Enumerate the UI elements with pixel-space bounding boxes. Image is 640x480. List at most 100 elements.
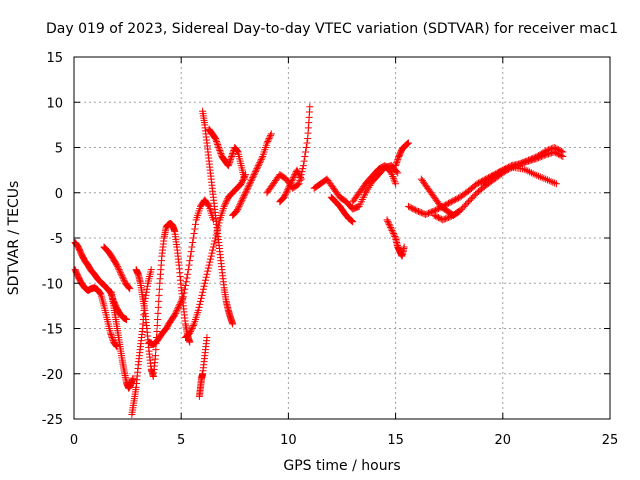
data-point [173, 306, 181, 314]
data-point [456, 207, 464, 215]
data-point [391, 178, 399, 186]
data-point [289, 175, 297, 183]
data-point [453, 195, 461, 203]
data-point [249, 174, 257, 182]
data-point [389, 228, 397, 236]
data-point [226, 157, 234, 165]
y-tick-label: -5 [50, 232, 63, 247]
data-point [212, 134, 220, 142]
data-point [287, 180, 295, 188]
data-point [189, 234, 197, 242]
x-axis-title: GPS time / hours [283, 458, 400, 474]
data-point [286, 181, 294, 189]
data-point [517, 159, 525, 167]
series-track-4 [128, 266, 155, 418]
data-point [529, 170, 537, 178]
data-point [240, 175, 248, 183]
data-point [469, 193, 477, 201]
data-point [227, 154, 235, 162]
series-track-5 [100, 243, 134, 293]
data-point [347, 217, 355, 225]
data-point [129, 374, 137, 382]
data-point [189, 321, 197, 329]
x-tick-label: 25 [602, 433, 619, 448]
data-point [416, 208, 424, 216]
data-point [555, 146, 563, 154]
data-point [303, 139, 311, 147]
data-point [181, 285, 189, 293]
data-point [257, 156, 265, 164]
data-point [238, 196, 246, 204]
data-point [295, 171, 303, 179]
data-point [235, 202, 243, 210]
data-point [155, 297, 163, 305]
data-point [119, 273, 127, 281]
data-point [552, 180, 560, 188]
data-point [392, 180, 400, 188]
data-point [247, 177, 255, 185]
data-point [108, 332, 116, 340]
data-point [553, 145, 561, 153]
data-point [537, 150, 545, 158]
data-point [531, 171, 539, 179]
data-point [349, 218, 357, 226]
data-point [264, 137, 272, 145]
data-point [533, 153, 541, 161]
data-point [363, 187, 371, 195]
data-point [302, 144, 310, 151]
data-point [387, 169, 395, 177]
data-point [229, 150, 237, 158]
data-point [191, 220, 199, 228]
data-point [225, 159, 233, 167]
y-tick-label: -25 [42, 413, 63, 428]
data-point [386, 222, 394, 230]
data-point [199, 285, 207, 293]
series-track-22 [417, 175, 464, 219]
data-point [151, 352, 159, 360]
data-point [267, 130, 275, 138]
data-point [389, 174, 397, 182]
data-point [210, 133, 218, 141]
data-point [125, 284, 133, 292]
data-point [221, 201, 229, 209]
data-point [535, 172, 543, 180]
data-point [412, 206, 420, 214]
data-point [244, 184, 252, 192]
data-point [406, 203, 414, 211]
data-point [413, 207, 421, 215]
data-point [365, 183, 373, 191]
data-point [481, 177, 489, 185]
data-point [217, 150, 225, 158]
data-point [228, 153, 236, 161]
data-point [241, 190, 249, 198]
data-point [492, 170, 500, 178]
data-point [559, 148, 567, 156]
data-point [542, 175, 550, 183]
data-point [236, 201, 244, 209]
data-point [546, 145, 554, 153]
data-point [532, 153, 540, 161]
data-point [252, 166, 260, 174]
data-point [282, 190, 290, 198]
data-point [477, 180, 485, 188]
data-point [543, 176, 551, 184]
data-point [423, 210, 431, 218]
data-point [201, 276, 209, 284]
data-point [176, 299, 184, 307]
data-point [466, 196, 474, 204]
data-point [432, 206, 440, 214]
data-point [459, 204, 467, 212]
data-point [545, 177, 553, 185]
data-point [184, 266, 192, 274]
data-point [215, 145, 223, 153]
data-point [186, 328, 194, 336]
data-point [266, 133, 274, 141]
data-point [294, 169, 302, 177]
data-point [386, 168, 394, 176]
data-point [439, 216, 447, 224]
data-point [174, 303, 182, 311]
data-point [486, 174, 494, 182]
data-point [109, 335, 117, 343]
data-point [205, 261, 213, 269]
data-point [234, 205, 242, 213]
